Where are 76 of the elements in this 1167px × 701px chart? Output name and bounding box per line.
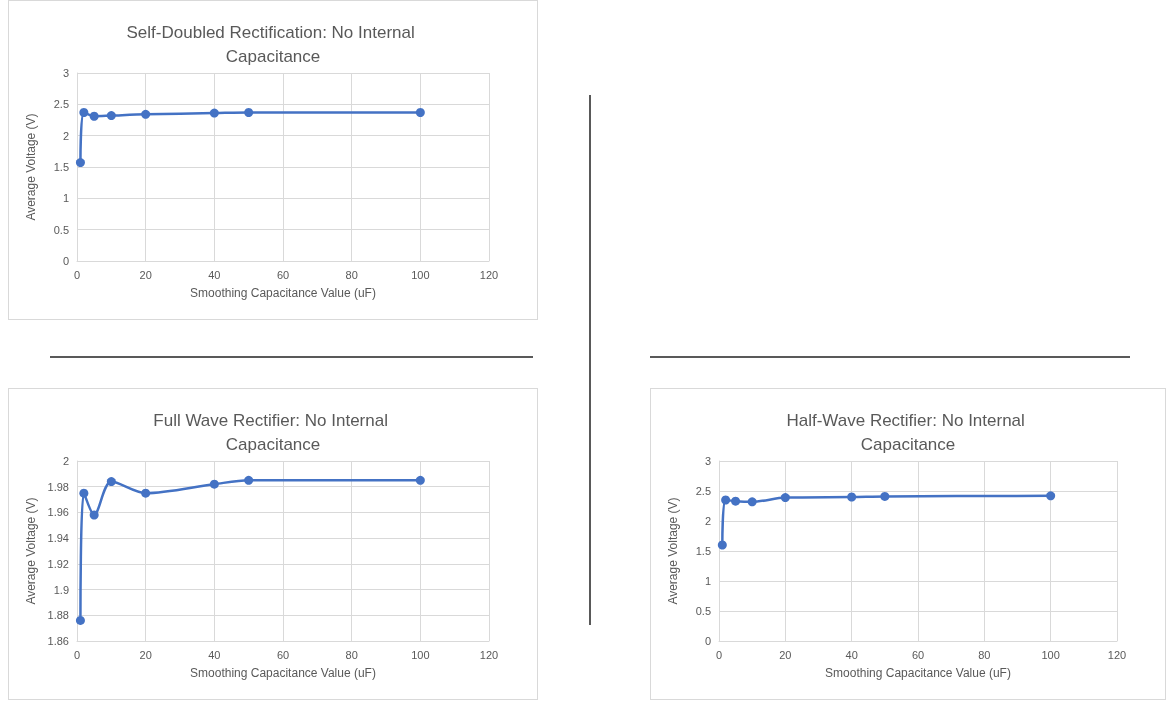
x-tick-label: 40 xyxy=(845,648,858,661)
point xyxy=(1046,491,1056,501)
point xyxy=(880,491,890,501)
y-tick-label: 2 xyxy=(62,129,69,142)
point xyxy=(79,488,89,498)
x-tick-label: 80 xyxy=(978,648,991,661)
point xyxy=(106,111,116,121)
y-tick-label: 1.96 xyxy=(47,506,69,519)
chart-title: Half-Wave Rectifier: No Internal Capacitance xyxy=(786,410,1030,454)
point xyxy=(721,495,731,505)
y-axis-title: Average Voltage (V) xyxy=(23,497,38,605)
y-tick-label: 1.92 xyxy=(47,557,69,570)
y-tick-label: 0.5 xyxy=(53,223,69,236)
chart-title: Full Wave Rectifier: No Internal Capacitance xyxy=(153,410,393,454)
point xyxy=(415,475,425,485)
x-tick-label: 100 xyxy=(411,648,430,661)
y-tick-label: 2.5 xyxy=(53,98,69,111)
chart-title: Self-Doubled Rectification: No Internal Capacitance xyxy=(126,22,420,66)
y-tick-label: 0 xyxy=(62,255,69,267)
y-tick-label: 1.5 xyxy=(695,545,711,557)
x-tick-label: 120 xyxy=(1107,648,1127,661)
point xyxy=(731,496,741,506)
x-tick-label: 100 xyxy=(1041,648,1060,661)
point xyxy=(141,488,151,498)
x-tick-label: 0 xyxy=(73,648,81,661)
x-tick-label: 80 xyxy=(345,268,358,281)
point xyxy=(79,107,89,117)
y-axis-title: Average Voltage (V) xyxy=(24,113,38,221)
y-tick-label: 1.5 xyxy=(53,161,69,173)
point xyxy=(747,497,757,507)
x-tick-label: 40 xyxy=(208,268,221,281)
point xyxy=(75,158,85,168)
point xyxy=(75,615,85,625)
point xyxy=(244,475,254,485)
x-axis-title: Smoothing Capacitance Value (uF) xyxy=(190,286,376,300)
y-tick-label: 1.98 xyxy=(47,480,69,493)
x-tick-label: 100 xyxy=(411,268,430,281)
y-tick-label: 1.88 xyxy=(47,609,69,622)
x-tick-label: 0 xyxy=(73,268,81,281)
y-tick-label: 2.5 xyxy=(695,485,711,497)
y-tick-label: 1.9 xyxy=(53,583,69,596)
point xyxy=(244,107,254,117)
y-tick-label: 3 xyxy=(704,455,711,467)
point xyxy=(415,107,425,117)
x-tick-label: 20 xyxy=(139,268,152,281)
x-tick-label: 40 xyxy=(208,648,221,661)
x-axis-title: Smoothing Capacitance Value (uF) xyxy=(825,666,1011,680)
x-tick-label: 20 xyxy=(779,648,792,661)
y-tick-label: 2 xyxy=(704,515,711,527)
point xyxy=(89,510,99,520)
y-tick-label: 2 xyxy=(62,455,69,467)
y-tick-label: 0 xyxy=(704,635,711,647)
x-tick-label: 60 xyxy=(276,268,290,281)
x-tick-label: 80 xyxy=(345,648,358,661)
y-tick-label: 0.5 xyxy=(695,605,711,617)
y-tick-label: 3 xyxy=(62,67,69,79)
y-axis-title: Average Voltage (V) xyxy=(666,497,680,605)
x-axis-title: Smoothing Capacitance Value (uF) xyxy=(190,666,376,680)
x-tick-label: 60 xyxy=(911,648,925,661)
y-tick-label: 1 xyxy=(62,192,69,205)
point xyxy=(717,540,727,550)
y-tick-label: 1.94 xyxy=(47,532,69,545)
y-tick-label: 1 xyxy=(704,575,711,587)
x-tick-label: 0 xyxy=(715,648,723,661)
point xyxy=(89,111,99,121)
point xyxy=(209,108,219,118)
point xyxy=(209,479,219,489)
x-tick-label: 20 xyxy=(139,648,152,661)
point xyxy=(847,492,857,502)
x-tick-label: 60 xyxy=(276,648,290,661)
x-tick-label: 120 xyxy=(479,268,499,281)
y-tick-label: 1.86 xyxy=(47,635,69,647)
point xyxy=(106,477,116,487)
point xyxy=(141,109,151,119)
x-tick-label: 120 xyxy=(479,648,499,661)
point xyxy=(780,493,790,503)
